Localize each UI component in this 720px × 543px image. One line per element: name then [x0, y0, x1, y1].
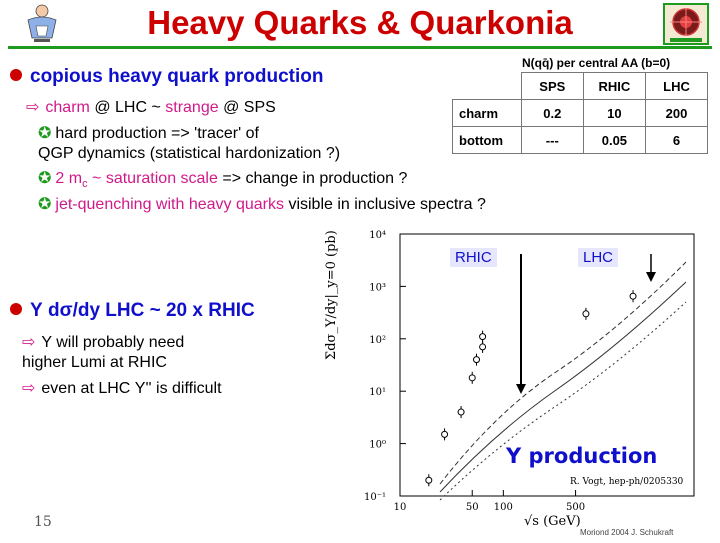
table-row-label: bottom — [452, 126, 522, 154]
plot-caption: Υ production — [506, 444, 658, 468]
saturation-text: ~ saturation scale — [92, 170, 218, 187]
hollow-arrow-icon: ⇨ — [22, 380, 36, 397]
table-header-row: SPS RHIC LHC — [452, 72, 708, 100]
section2-line2: higher Lumi at RHIC — [22, 354, 167, 371]
two-mc-subscript: c — [82, 178, 88, 191]
page-number: 15 — [34, 514, 52, 530]
data-point — [473, 356, 481, 364]
section2-line3: ⇨ even at LHC Υ'' is difficult — [22, 378, 222, 398]
upsilon-heading-a: Υ d — [30, 300, 60, 321]
x-tick-label: 10 — [394, 502, 407, 513]
bullet-copious-heavy-quark: copious heavy quark production — [10, 66, 324, 88]
table-caption: N(qq̄) per central AA (b=0) — [522, 56, 671, 70]
plot-svg: 10⁴ 10³ 10² 10¹ 10⁰ 10⁻¹ 10 50 100 500 — [364, 230, 695, 513]
data-point — [479, 343, 487, 351]
section1-line5: ✪ jet-quenching with heavy quarks visible… — [38, 194, 486, 214]
plot-y-axis-label: Σdσ_Υ/dy|_y=0 (pb) — [324, 230, 339, 360]
x-tick-label: 50 — [466, 502, 479, 513]
plot-frame — [399, 233, 695, 497]
table-header: RHIC — [582, 72, 647, 100]
y-tick-label: 10⁻¹ — [364, 492, 386, 503]
section1-line4: ✪ 2 mc ~ saturation scale => change in pr… — [38, 168, 407, 190]
strange-text: strange — [165, 99, 219, 116]
section1-line2: ✪ hard production => 'tracer' of — [38, 123, 259, 143]
two-mc-text: 2 m — [55, 170, 83, 187]
table-cell: --- — [520, 126, 584, 154]
plot-label-lhc: LHC — [578, 248, 619, 267]
table-header: SPS — [520, 72, 584, 100]
table-cell: 6 — [645, 126, 708, 154]
section1-line1: ⇨ charm @ LHC ~ strange @ SPS — [26, 97, 276, 117]
data-point — [479, 333, 487, 341]
y-tick-label: 10³ — [369, 282, 386, 293]
charm-text: charm — [45, 99, 90, 116]
table-cell: 10 — [582, 99, 647, 127]
lhc-text: @ LHC ~ — [94, 99, 161, 116]
inclusive-spectra-text: visible in inclusive spectra ? — [288, 196, 486, 213]
data-point — [468, 374, 476, 382]
table-cell: 0.2 — [520, 99, 584, 127]
theory-curve-central — [439, 281, 687, 493]
sps-text: @ SPS — [223, 99, 276, 116]
hollow-arrow-icon: ⇨ — [26, 99, 40, 116]
upsilon-lumi-text: Υ will probably need — [41, 334, 185, 351]
check-circle-icon: ✪ — [38, 196, 52, 213]
jet-quenching-text: jet-quenching with heavy quarks — [55, 196, 284, 213]
y-tick-label: 10⁰ — [369, 440, 386, 451]
y-tick-label: 10² — [369, 335, 386, 346]
rhic-marker-arrow-icon — [516, 384, 526, 394]
check-circle-icon: ✪ — [38, 125, 52, 142]
sigma-symbol: σ — [59, 300, 73, 321]
production-table: N(qq̄) per central AA (b=0) SPS RHIC LHC… — [448, 52, 710, 156]
table-row: charm 0.2 10 200 — [452, 99, 708, 127]
y-tick-label: 10⁴ — [369, 230, 386, 241]
lhc-marker-arrow-icon — [646, 272, 656, 282]
data-point — [629, 292, 637, 300]
section1-heading: copious heavy quark production — [30, 66, 324, 87]
section1-line3: QGP dynamics (statistical hardonization … — [38, 145, 341, 162]
table-row-label: charm — [452, 99, 522, 127]
plot-label-rhic: RHIC — [450, 248, 497, 267]
table-corner — [452, 72, 522, 100]
data-point — [425, 476, 433, 484]
upsilon-difficult-text: even at LHC Υ'' is difficult — [41, 380, 222, 397]
data-point — [582, 310, 590, 318]
data-point — [457, 408, 465, 416]
bullet-dot-icon — [10, 69, 22, 81]
slide-title: Heavy Quarks & Quarkonia — [147, 4, 573, 41]
data-point — [441, 430, 449, 438]
upsilon-production-plot: 10⁴ 10³ 10² 10¹ 10⁰ 10⁻¹ 10 50 100 500 RHIC LHC … — [356, 222, 704, 538]
section2-line1: ⇨ Υ will probably need — [22, 332, 184, 352]
plot-reference: R. Vogt, hep-ph/0205330 — [570, 477, 684, 487]
hollow-arrow-icon: ⇨ — [22, 334, 36, 351]
logo-right-icon — [662, 2, 710, 46]
title-divider — [8, 46, 712, 49]
table-cell: 0.05 — [582, 126, 647, 154]
logo-left-icon — [20, 2, 64, 44]
table-grid: SPS RHIC LHC charm 0.2 10 200 bottom ---… — [452, 72, 708, 154]
change-production-text: => change in production ? — [222, 170, 408, 187]
bullet-upsilon: Υ dσ/dy LHC ~ 20 x RHIC — [10, 300, 255, 322]
plot-x-axis-label: √s (GeV) — [524, 514, 581, 529]
hard-production-text: hard production => 'tracer' of — [55, 125, 259, 142]
table-row: bottom --- 0.05 6 — [452, 126, 708, 154]
x-tick-label: 500 — [566, 502, 585, 513]
bullet-dot-icon — [10, 303, 22, 315]
theory-curve-lower — [439, 301, 687, 501]
x-tick-label: 100 — [494, 502, 513, 513]
table-header: LHC — [645, 72, 708, 100]
table-cell: 200 — [645, 99, 708, 127]
y-tick-label: 10¹ — [369, 387, 386, 398]
theory-curve-upper — [439, 261, 687, 485]
slide-footer: Moriond 2004 J. Schukraft — [580, 528, 674, 537]
check-circle-icon: ✪ — [38, 170, 52, 187]
upsilon-heading-b: /dy LHC ~ 20 x RHIC — [72, 300, 255, 321]
